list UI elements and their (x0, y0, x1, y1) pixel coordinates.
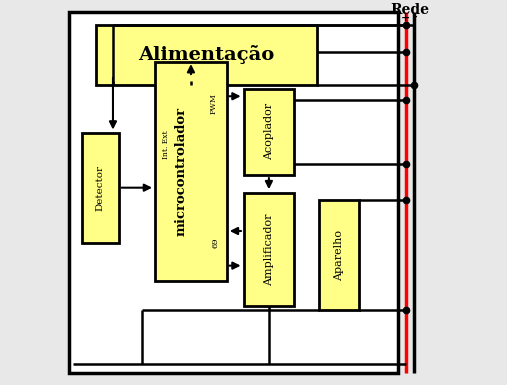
Bar (69, 12, 398, 373)
Bar (319, 200, 359, 310)
Text: Aparelho: Aparelho (334, 229, 344, 281)
Text: Amplificador: Amplificador (264, 213, 274, 286)
Bar (155, 62, 227, 281)
Text: Acoplador: Acoplador (264, 103, 274, 161)
Bar (244, 89, 294, 175)
Bar (244, 192, 294, 306)
Bar (82, 133, 119, 243)
Text: Alimentação: Alimentação (138, 45, 274, 64)
Text: +: + (401, 12, 410, 23)
Text: PWM: PWM (210, 94, 218, 114)
Text: microcontrolador: microcontrolador (175, 107, 188, 236)
Bar (96, 25, 317, 85)
Text: Detector: Detector (96, 165, 105, 211)
Text: -: - (412, 12, 417, 23)
Text: 69: 69 (212, 237, 220, 248)
Text: Rede: Rede (390, 3, 429, 17)
Text: Int. Ext: Int. Ext (162, 131, 170, 159)
